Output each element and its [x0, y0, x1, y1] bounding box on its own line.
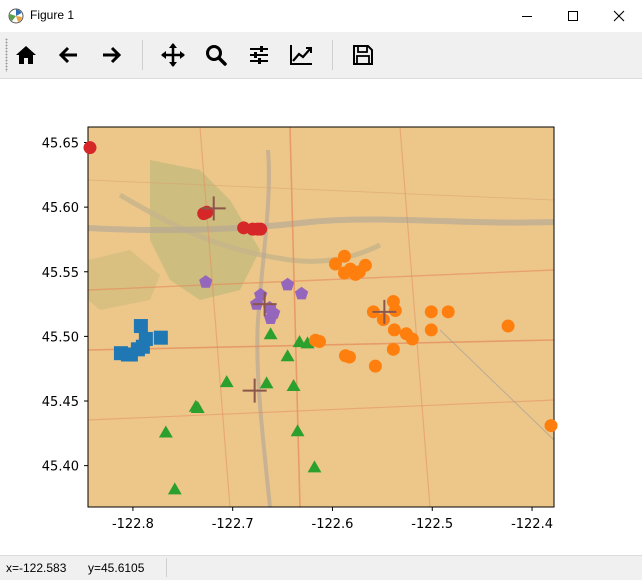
move-icon [161, 43, 185, 67]
edit-axis-button[interactable] [285, 39, 317, 71]
y-tick-label: 45.50 [42, 330, 79, 345]
circle-marker [254, 222, 268, 236]
circle-marker [342, 350, 356, 364]
triangle-marker [292, 335, 307, 348]
x-tick-label: -122.7 [212, 517, 254, 532]
pentagon-marker [280, 277, 295, 291]
arrow-right-icon [103, 46, 122, 64]
home-icon [16, 46, 36, 64]
axis-ticks: -122.8 -122.7 -122.6 -122.5 -122.4 45.40 45.45… [42, 137, 553, 532]
circle-marker [348, 267, 362, 281]
triangle-marker [190, 401, 205, 413]
square-marker [153, 330, 168, 345]
sliders-icon [250, 46, 268, 64]
x-tick-label: -122.5 [411, 517, 453, 532]
circle-marker [501, 319, 515, 333]
close-icon [613, 10, 625, 22]
circle-marker [337, 249, 351, 263]
y-tick-label: 45.55 [42, 266, 79, 281]
circle-marker [313, 335, 327, 349]
triangle-marker [300, 336, 315, 349]
forward-button[interactable] [95, 39, 127, 71]
circle-marker [83, 141, 97, 155]
circle-marker [544, 419, 558, 433]
basemap-background [88, 127, 554, 507]
save-button[interactable] [347, 39, 379, 71]
matplotlib-app-icon [8, 8, 24, 24]
figure-canvas[interactable]: -122.8 -122.7 -122.6 -122.5 -122.4 45.40 45.45… [0, 79, 642, 555]
x-tick-label: -122.6 [312, 517, 354, 532]
circle-marker [368, 359, 382, 373]
configure-subplots-button[interactable] [243, 39, 275, 71]
maximize-button[interactable] [550, 0, 596, 32]
triangle-marker [263, 327, 278, 340]
line-chart-icon [290, 45, 312, 65]
close-button[interactable] [596, 0, 642, 32]
scatter-plot[interactable]: -122.8 -122.7 -122.6 -122.5 -122.4 45.40 45.45… [0, 79, 642, 555]
toolbar-separator [332, 40, 333, 70]
plus-marker [252, 292, 277, 317]
circle-marker [337, 266, 351, 280]
square-marker [133, 319, 148, 334]
triangle-marker [290, 424, 305, 437]
plus-marker [372, 299, 397, 324]
x-tick-label: -122.4 [511, 517, 553, 532]
triangle-marker [280, 349, 295, 362]
y-tick-label: 45.65 [42, 137, 79, 152]
status-bar: x=-122.583 y=45.6105 [0, 555, 642, 580]
zoom-button[interactable] [200, 39, 232, 71]
maximize-icon [568, 11, 578, 21]
triangle-marker [307, 460, 322, 473]
title-bar: Figure 1 [0, 0, 642, 32]
square-marker [123, 347, 138, 362]
y-tick-label: 45.45 [42, 395, 79, 410]
toolbar-separator [142, 40, 143, 70]
data-points [83, 141, 558, 495]
toolbar-grip[interactable] [5, 38, 8, 72]
plus-marker [242, 378, 267, 403]
window-title: Figure 1 [30, 8, 75, 22]
magnifier-icon [206, 45, 227, 66]
circle-marker [441, 305, 455, 319]
circle-marker [405, 332, 419, 346]
pentagon-marker [199, 275, 213, 288]
navigation-toolbar [0, 32, 642, 79]
circle-marker [387, 323, 401, 337]
x-tick-label: -122.8 [112, 517, 154, 532]
minimize-button[interactable] [504, 0, 550, 32]
pentagon-marker [264, 311, 278, 324]
home-button[interactable] [10, 39, 42, 71]
minimize-icon [522, 16, 532, 17]
triangle-marker [158, 425, 173, 438]
square-marker [135, 339, 150, 354]
y-tick-label: 45.60 [42, 201, 79, 216]
triangle-marker [219, 375, 234, 388]
axes-frame [87, 126, 555, 508]
floppy-disk-icon [353, 45, 373, 65]
back-button[interactable] [53, 39, 85, 71]
arrow-left-icon [58, 46, 77, 64]
x-coordinate-readout: x=-122.583 [6, 561, 67, 575]
circle-marker [424, 305, 438, 319]
plus-marker [201, 196, 226, 221]
status-divider [166, 558, 167, 577]
y-coordinate-readout: y=45.6105 [88, 561, 145, 575]
pan-button[interactable] [157, 39, 189, 71]
y-tick-label: 45.40 [42, 460, 79, 475]
triangle-marker [259, 376, 274, 389]
triangle-marker [286, 379, 301, 391]
triangle-marker [167, 482, 182, 495]
circle-marker [328, 257, 342, 271]
circle-marker [424, 323, 438, 337]
pentagon-marker [294, 286, 309, 300]
circle-marker [386, 342, 400, 356]
circle-marker [388, 304, 402, 318]
